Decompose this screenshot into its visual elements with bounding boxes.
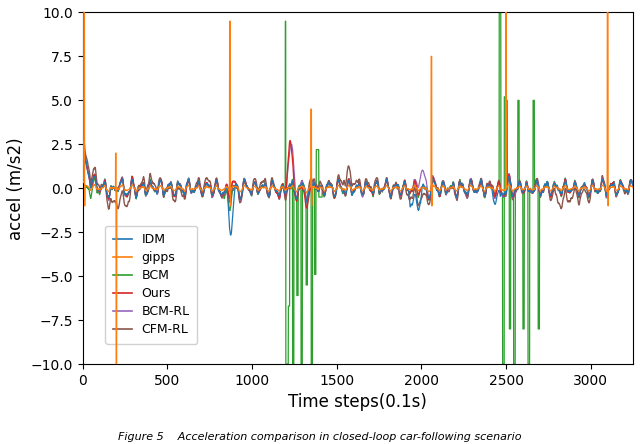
IDM: [468, 182, 476, 187]
BCM: [252, 182, 260, 187]
Text: Figure 5    Acceleration comparison in closed-loop car-following scenario: Figure 5 Acceleration comparison in clos…: [118, 432, 522, 442]
BCM-RL: [116, 180, 124, 185]
CFM-RL: [383, 175, 390, 180]
CFM-RL: [510, 194, 518, 199]
BCM: [193, 185, 201, 190]
BCM: [495, 10, 503, 15]
CFM-RL: [105, 206, 113, 212]
CFM-RL: [253, 180, 260, 185]
BCM: [383, 176, 390, 182]
BCM-RL: [79, 161, 86, 166]
gipps: [253, 186, 260, 191]
Ours: [116, 181, 124, 186]
CFM-RL: [629, 183, 637, 189]
Ours: [383, 177, 390, 182]
gipps: [468, 184, 476, 190]
BCM-RL: [629, 182, 637, 188]
IDM: [79, 139, 87, 144]
CFM-RL: [193, 180, 201, 185]
CFM-RL: [79, 132, 87, 138]
gipps: [510, 187, 518, 193]
Ours: [193, 184, 201, 189]
gipps: [193, 185, 201, 190]
IDM: [227, 232, 235, 238]
BCM-RL: [383, 177, 390, 182]
Ours: [629, 183, 637, 188]
IDM: [629, 183, 637, 188]
IDM: [510, 191, 518, 197]
Ours: [303, 206, 310, 211]
Line: BCM: BCM: [83, 12, 633, 364]
IDM: [79, 161, 86, 166]
Legend: IDM, gipps, BCM, Ours, BCM-RL, CFM-RL: IDM, gipps, BCM, Ours, BCM-RL, CFM-RL: [106, 226, 197, 344]
Line: BCM-RL: BCM-RL: [83, 142, 633, 203]
IDM: [383, 176, 390, 182]
gipps: [80, 10, 88, 15]
BCM: [468, 179, 476, 184]
BCM-RL: [79, 139, 87, 144]
BCM-RL: [303, 201, 310, 206]
Line: CFM-RL: CFM-RL: [83, 135, 633, 209]
BCM: [79, 183, 86, 188]
CFM-RL: [79, 158, 86, 163]
IDM: [116, 181, 124, 186]
gipps: [112, 361, 120, 367]
gipps: [116, 184, 124, 190]
Ours: [510, 193, 518, 198]
Line: gipps: gipps: [83, 12, 633, 364]
Y-axis label: accel (m/s2): accel (m/s2): [7, 137, 25, 240]
Line: IDM: IDM: [83, 141, 633, 235]
gipps: [383, 182, 390, 188]
IDM: [193, 183, 201, 189]
BCM-RL: [193, 183, 201, 188]
CFM-RL: [468, 179, 476, 184]
BCM: [282, 361, 290, 367]
Ours: [79, 163, 86, 168]
Ours: [286, 138, 294, 143]
BCM-RL: [510, 193, 518, 198]
Ours: [468, 179, 476, 185]
BCM-RL: [252, 182, 260, 187]
gipps: [79, 180, 86, 186]
Ours: [252, 183, 260, 188]
IDM: [253, 183, 260, 188]
BCM: [510, 361, 518, 367]
BCM: [116, 179, 124, 185]
CFM-RL: [116, 195, 124, 200]
gipps: [629, 185, 637, 190]
X-axis label: Time steps(0.1s): Time steps(0.1s): [289, 393, 428, 411]
BCM: [629, 183, 637, 189]
Line: Ours: Ours: [83, 141, 633, 208]
BCM-RL: [468, 179, 476, 185]
